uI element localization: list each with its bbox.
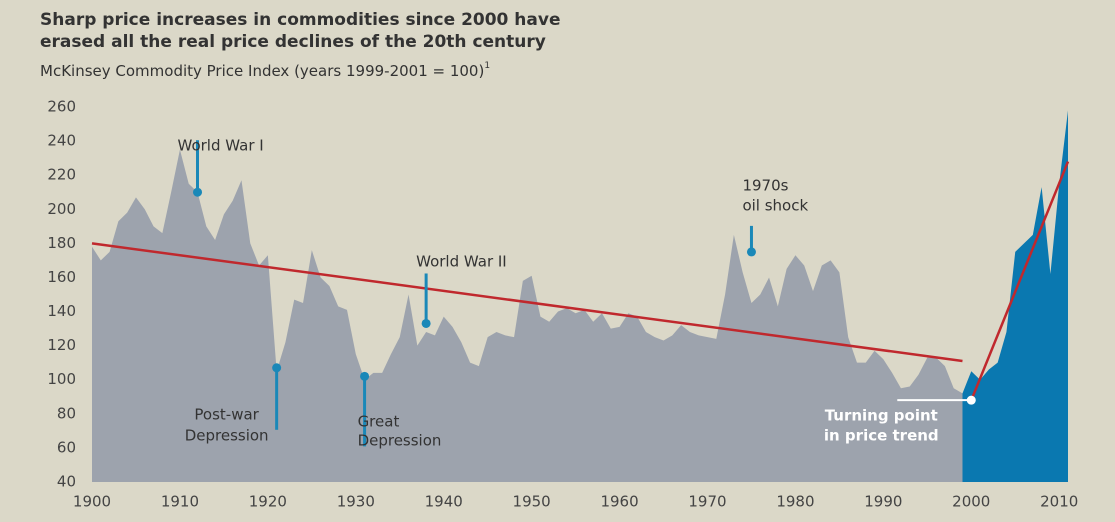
annotation-label: Depression [185, 427, 269, 445]
x-tick-label: 1940 [425, 493, 463, 511]
annotation-label: 1970s [742, 177, 788, 195]
trend-line [91, 242, 963, 363]
annotation-label: World War II [416, 253, 507, 271]
x-tick-label: 1990 [864, 493, 902, 511]
area [92, 149, 963, 482]
y-tick-label: 160 [47, 268, 76, 286]
annotation-label: Post-war [194, 406, 259, 424]
area [962, 110, 1068, 482]
trend-line [970, 161, 1070, 401]
y-tick-label: 100 [47, 370, 76, 388]
x-tick-label: 1900 [73, 493, 111, 511]
annotation-label: oil shock [742, 197, 808, 215]
y-tick-label: 200 [47, 200, 76, 218]
x-tick-label: 1960 [600, 493, 638, 511]
annotation-marker [966, 395, 976, 405]
annotation-marker [421, 318, 431, 328]
chart-title: Sharp price increases in commodities sin… [40, 10, 561, 30]
y-tick-label: 60 [57, 438, 76, 456]
annotation-label: Great [358, 413, 400, 431]
x-tick-label: 2010 [1040, 493, 1078, 511]
annotation-marker [193, 187, 203, 197]
annotation-label: World War I [178, 137, 264, 155]
x-tick-label: 1970 [688, 493, 726, 511]
y-tick-label: 80 [57, 404, 76, 422]
annotation-marker [746, 247, 756, 257]
annotation-label: in price trend [824, 427, 939, 445]
y-tick-label: 180 [47, 234, 76, 252]
annotation-marker [272, 363, 282, 373]
y-tick-label: 240 [47, 132, 76, 150]
x-tick-label: 1930 [337, 493, 375, 511]
y-tick-label: 120 [47, 336, 76, 354]
footnote-marker: 1 [484, 61, 490, 71]
y-tick-label: 40 [57, 473, 76, 491]
x-tick-label: 1950 [513, 493, 551, 511]
y-tick-label: 140 [47, 302, 76, 320]
y-tick-label: 220 [47, 166, 76, 184]
subtitle-text: McKinsey Commodity Price Index (years 19… [40, 62, 484, 80]
annotation-label: Turning point [825, 407, 938, 425]
x-tick-label: 2000 [952, 493, 990, 511]
x-tick-label: 1980 [776, 493, 814, 511]
annotation-marker [360, 371, 370, 381]
annotation-label: Depression [358, 432, 442, 450]
y-tick-label: 260 [47, 98, 76, 116]
x-tick-label: 1920 [249, 493, 287, 511]
chart-subtitle: McKinsey Commodity Price Index (years 19… [40, 61, 490, 80]
x-tick-label: 1910 [161, 493, 199, 511]
chart-title: erased all the real price declines of th… [40, 32, 546, 52]
